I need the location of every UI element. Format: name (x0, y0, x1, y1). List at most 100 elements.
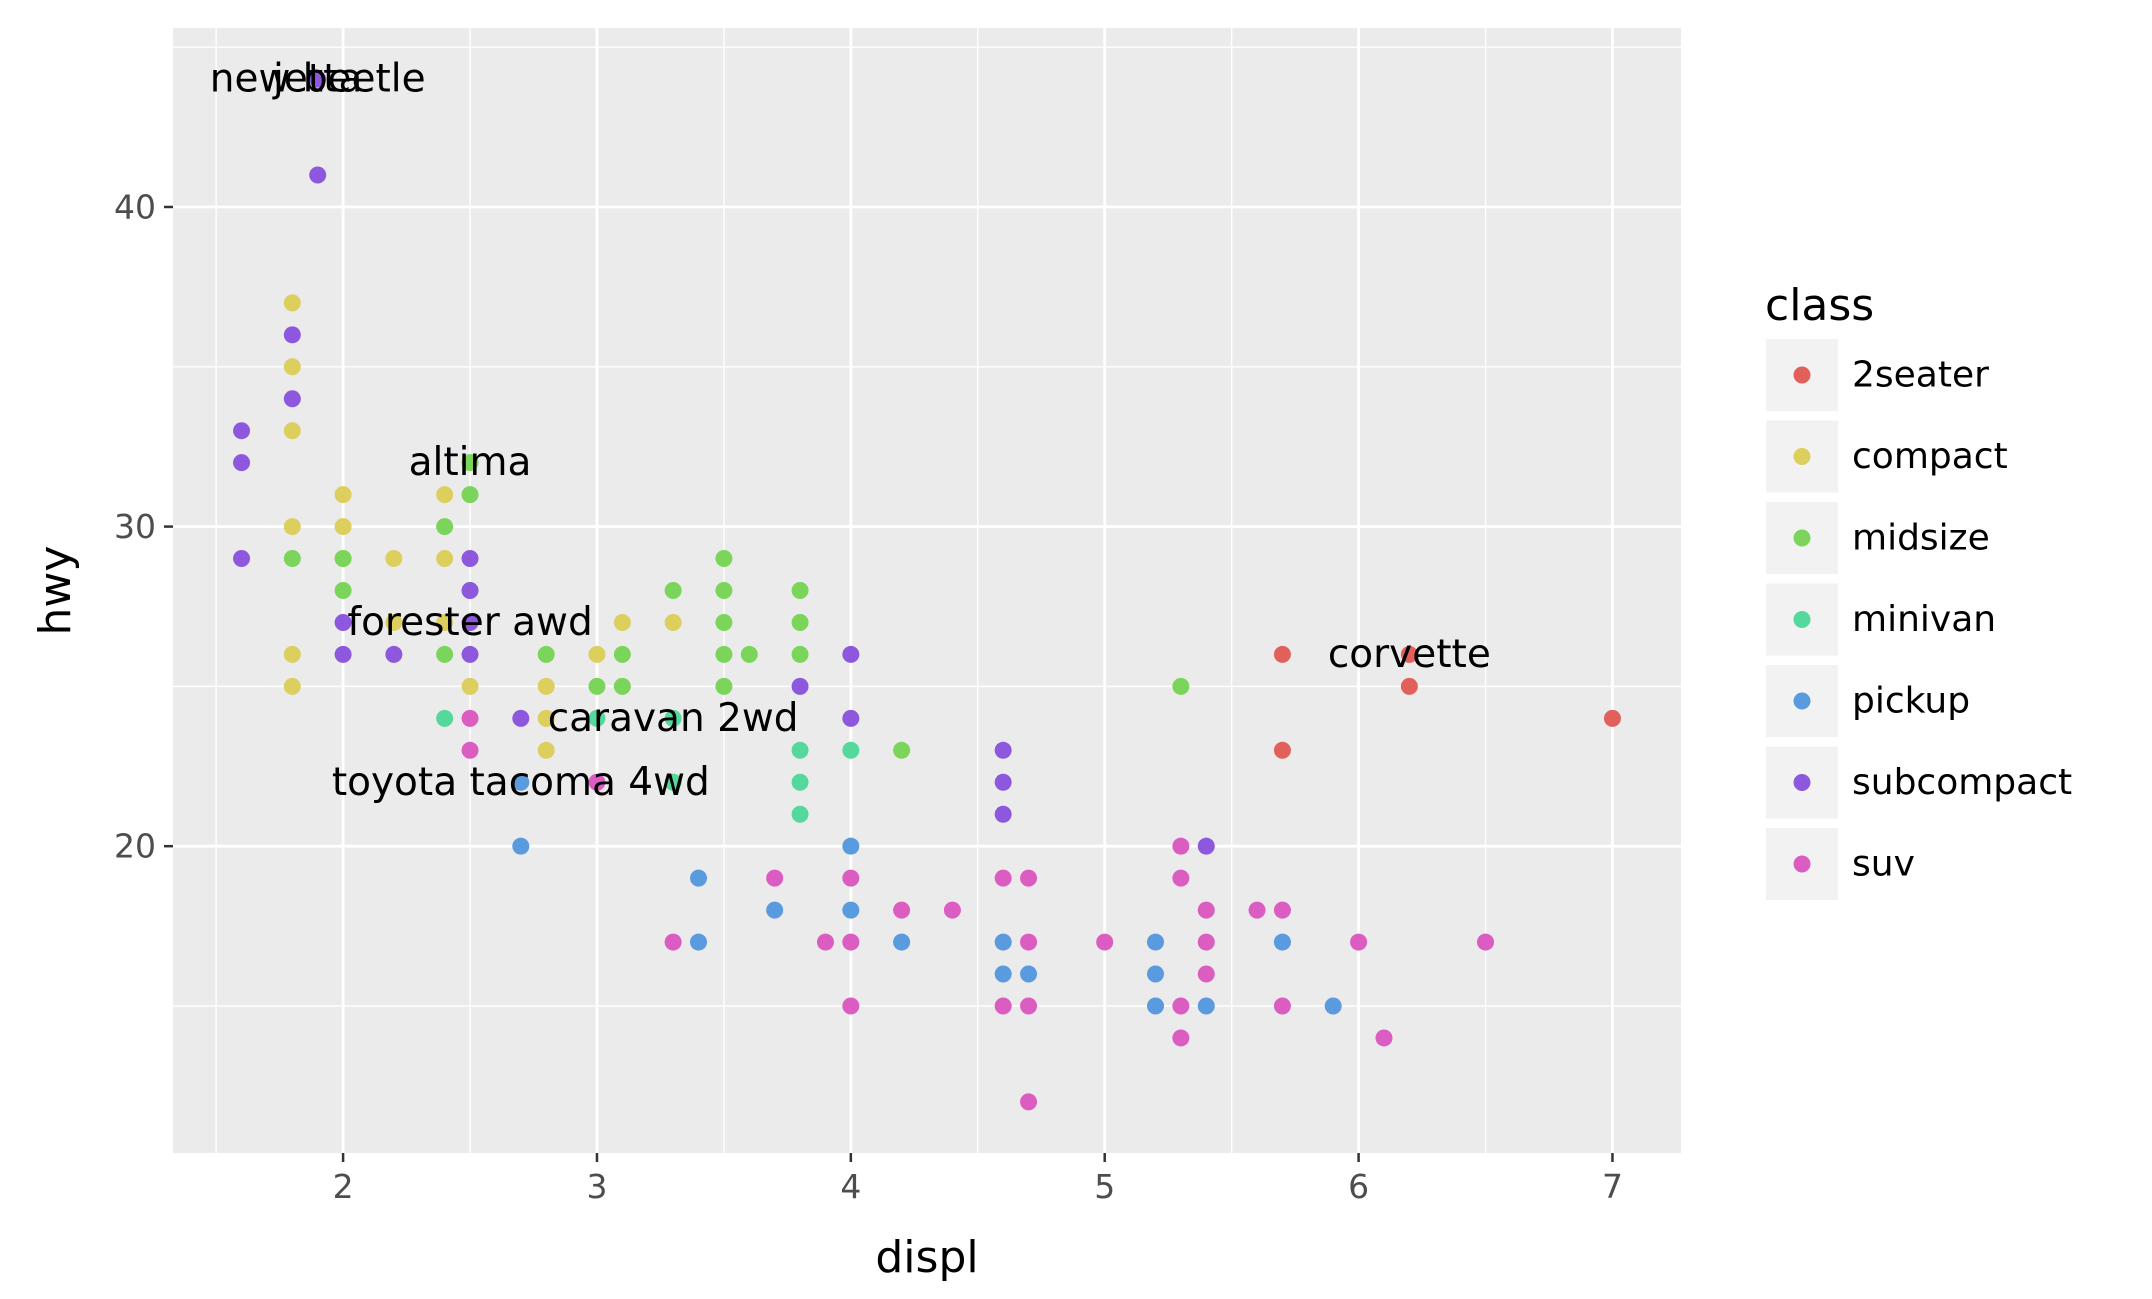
data-point-compact (436, 486, 454, 504)
data-point-suv (943, 901, 961, 919)
data-point-minivan (791, 805, 809, 823)
data-point-compact (461, 677, 479, 695)
data-point-pickup (842, 901, 860, 919)
grid-lines (173, 28, 1681, 1153)
point-label: caravan 2wd (548, 696, 799, 741)
data-point-midsize (334, 582, 352, 599)
y-axis-title: hwy (30, 546, 81, 636)
data-point-pickup (994, 965, 1012, 983)
data-point-midsize (461, 454, 479, 472)
data-point-pickup (893, 933, 911, 951)
data-point-suv (766, 869, 784, 887)
data-point-compact (334, 518, 352, 536)
legend-swatch-suv (1793, 855, 1811, 873)
data-point-suv (1096, 933, 1114, 951)
data-point-suv (1273, 997, 1291, 1015)
data-point-2seater (1273, 741, 1291, 759)
data-point-compact (283, 677, 301, 695)
data-points (233, 70, 1621, 1111)
panel-background (173, 28, 1681, 1153)
data-point-pickup (512, 837, 530, 855)
data-point-subcompact (334, 645, 352, 663)
data-point-pickup (1273, 933, 1291, 951)
data-point-pickup (690, 869, 708, 887)
data-point-subcompact (385, 645, 403, 663)
axes: 2 3 4 5 6 7 20 30 40 (114, 187, 1623, 1206)
data-point-subcompact (461, 550, 479, 568)
data-point-suv (816, 933, 834, 951)
data-point-pickup (1146, 997, 1164, 1015)
legend-label-subcompact: subcompact (1852, 762, 2072, 803)
legend-label-2seater: 2seater (1852, 355, 1989, 396)
data-point-subcompact (842, 645, 860, 663)
data-point-compact (436, 550, 454, 568)
data-point-suv (994, 869, 1012, 887)
x-tick-label: 5 (1094, 1167, 1115, 1206)
data-point-compact (283, 294, 301, 312)
data-point-suv (1273, 901, 1291, 919)
data-point-suv (461, 741, 479, 759)
data-point-subcompact (233, 550, 251, 568)
data-point-compact (588, 645, 606, 663)
data-point-midsize (537, 645, 555, 663)
data-point-minivan (791, 741, 809, 759)
data-point-subcompact (512, 709, 530, 727)
data-point-suv (1172, 997, 1190, 1015)
data-point-midsize (893, 741, 911, 759)
data-point-suv (588, 773, 606, 791)
data-point-compact (537, 741, 555, 759)
data-point-subcompact (994, 741, 1012, 759)
data-point-2seater (1603, 709, 1621, 727)
data-point-subcompact (283, 390, 301, 408)
data-point-2seater (1400, 677, 1418, 695)
data-point-compact (283, 358, 301, 376)
data-point-midsize (791, 613, 809, 631)
x-tick-label: 3 (586, 1167, 607, 1206)
point-label: altima (409, 440, 532, 485)
data-point-compact (385, 613, 403, 631)
data-point-midsize (791, 645, 809, 663)
data-point-suv (1197, 901, 1215, 919)
point-label: forester awd (347, 600, 592, 645)
data-point-suv (1248, 901, 1266, 919)
x-axis-title: displ (875, 1232, 978, 1283)
legend-swatch-subcompact (1793, 774, 1811, 791)
data-point-midsize (613, 677, 631, 695)
x-tick-label: 6 (1348, 1167, 1369, 1206)
data-point-compact (613, 613, 631, 631)
data-point-midsize (715, 677, 733, 695)
legend-label-minivan: minivan (1852, 599, 1996, 640)
data-point-midsize (461, 486, 479, 504)
point-label: corvette (1328, 632, 1491, 677)
plot-panel (173, 28, 1681, 1153)
data-point-suv (1172, 1029, 1190, 1047)
data-point-minivan (436, 709, 454, 727)
data-point-subcompact (1197, 837, 1215, 855)
data-point-compact (537, 677, 555, 695)
x-tick-label: 4 (840, 1167, 861, 1206)
data-point-compact (436, 613, 454, 631)
data-point-midsize (715, 550, 733, 568)
data-point-suv (461, 709, 479, 727)
data-point-compact (283, 645, 301, 663)
data-point-compact (385, 550, 403, 568)
y-tick-label: 30 (114, 507, 156, 546)
data-point-suv (1020, 933, 1038, 951)
data-point-pickup (690, 933, 708, 951)
data-point-midsize (436, 518, 454, 536)
data-point-pickup (1146, 933, 1164, 951)
data-point-pickup (842, 837, 860, 855)
data-point-subcompact (791, 677, 809, 695)
x-tick-label: 2 (333, 1167, 354, 1206)
data-point-minivan (664, 709, 682, 727)
data-point-midsize (588, 677, 606, 695)
legend-label-pickup: pickup (1852, 681, 1970, 722)
legend-swatch-pickup (1793, 692, 1811, 710)
data-point-minivan (588, 709, 606, 727)
data-point-suv (893, 901, 911, 919)
data-point-pickup (1197, 997, 1215, 1015)
data-point-pickup (1020, 965, 1038, 983)
data-point-minivan (842, 741, 860, 759)
legend-swatch-minivan (1793, 611, 1811, 628)
data-point-midsize (740, 645, 758, 663)
